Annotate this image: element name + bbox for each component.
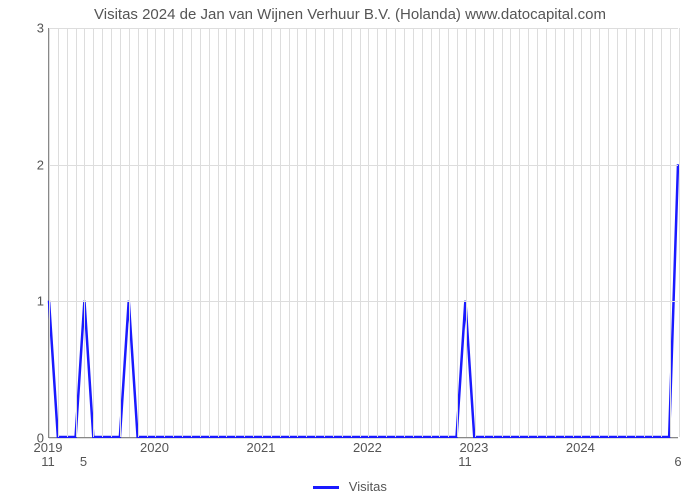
gridline-vertical [173,28,174,437]
gridline-vertical [306,28,307,437]
gridline-vertical [235,28,236,437]
legend: Visitas [0,479,700,494]
gridline-horizontal [49,438,678,439]
gridline-vertical [297,28,298,437]
x-tick-label: 2019 [34,440,63,455]
x-tick-label: 2023 [459,440,488,455]
gridline-vertical [502,28,503,437]
gridline-vertical [377,28,378,437]
gridline-vertical [644,28,645,437]
gridline-vertical [661,28,662,437]
gridline-vertical [564,28,565,437]
gridline-vertical [555,28,556,437]
gridline-vertical [244,28,245,437]
gridline-vertical [271,28,272,437]
gridline-vertical [351,28,352,437]
gridline-vertical [404,28,405,437]
plot-area [48,28,678,438]
gridline-vertical [537,28,538,437]
x-tick-label: 2020 [140,440,169,455]
legend-label: Visitas [349,479,387,494]
y-tick-label: 3 [28,21,44,36]
gridline-vertical [431,28,432,437]
gridline-vertical [546,28,547,437]
gridline-vertical [670,28,671,437]
gridline-vertical [209,28,210,437]
gridline-vertical [608,28,609,437]
gridline-vertical [138,28,139,437]
gridline-vertical [475,28,476,437]
gridline-vertical [120,28,121,437]
gridline-horizontal [49,28,678,29]
gridline-vertical [493,28,494,437]
gridline-vertical [519,28,520,437]
gridline-vertical [262,28,263,437]
gridline-vertical [448,28,449,437]
gridline-vertical [200,28,201,437]
gridline-vertical [289,28,290,437]
gridline-vertical [679,28,680,437]
value-label: 11 [458,454,472,469]
gridline-vertical [395,28,396,437]
gridline-vertical [466,28,467,437]
x-tick-label: 2024 [566,440,595,455]
gridline-vertical [386,28,387,437]
gridline-vertical [315,28,316,437]
gridline-vertical [49,28,50,437]
gridline-vertical [439,28,440,437]
gridline-vertical [253,28,254,437]
gridline-vertical [413,28,414,437]
value-label: 5 [80,454,87,469]
gridline-vertical [635,28,636,437]
gridline-vertical [226,28,227,437]
gridline-vertical [84,28,85,437]
gridline-vertical [626,28,627,437]
gridline-vertical [218,28,219,437]
x-tick-label: 2021 [246,440,275,455]
y-tick-label: 2 [28,157,44,172]
gridline-vertical [457,28,458,437]
gridline-vertical [155,28,156,437]
gridline-vertical [342,28,343,437]
gridline-vertical [76,28,77,437]
value-label: 6 [674,454,681,469]
gridline-vertical [368,28,369,437]
gridline-vertical [510,28,511,437]
line-layer [49,28,678,437]
gridline-vertical [333,28,334,437]
gridline-vertical [360,28,361,437]
gridline-vertical [280,28,281,437]
x-tick-label: 2022 [353,440,382,455]
gridline-vertical [599,28,600,437]
gridline-vertical [67,28,68,437]
y-tick-label: 1 [28,294,44,309]
gridline-vertical [147,28,148,437]
gridline-vertical [111,28,112,437]
gridline-vertical [484,28,485,437]
gridline-vertical [573,28,574,437]
chart-container: Visitas 2024 de Jan van Wijnen Verhuur B… [0,0,700,500]
gridline-horizontal [49,301,678,302]
gridline-vertical [581,28,582,437]
gridline-vertical [528,28,529,437]
gridline-vertical [324,28,325,437]
gridline-vertical [129,28,130,437]
gridline-vertical [93,28,94,437]
value-label: 11 [41,454,55,469]
gridline-vertical [182,28,183,437]
gridline-vertical [422,28,423,437]
gridline-vertical [102,28,103,437]
gridline-vertical [164,28,165,437]
gridline-horizontal [49,165,678,166]
legend-swatch [313,486,339,489]
gridline-vertical [652,28,653,437]
chart-title: Visitas 2024 de Jan van Wijnen Verhuur B… [0,6,700,23]
gridline-vertical [590,28,591,437]
gridline-vertical [58,28,59,437]
gridline-vertical [191,28,192,437]
gridline-vertical [617,28,618,437]
